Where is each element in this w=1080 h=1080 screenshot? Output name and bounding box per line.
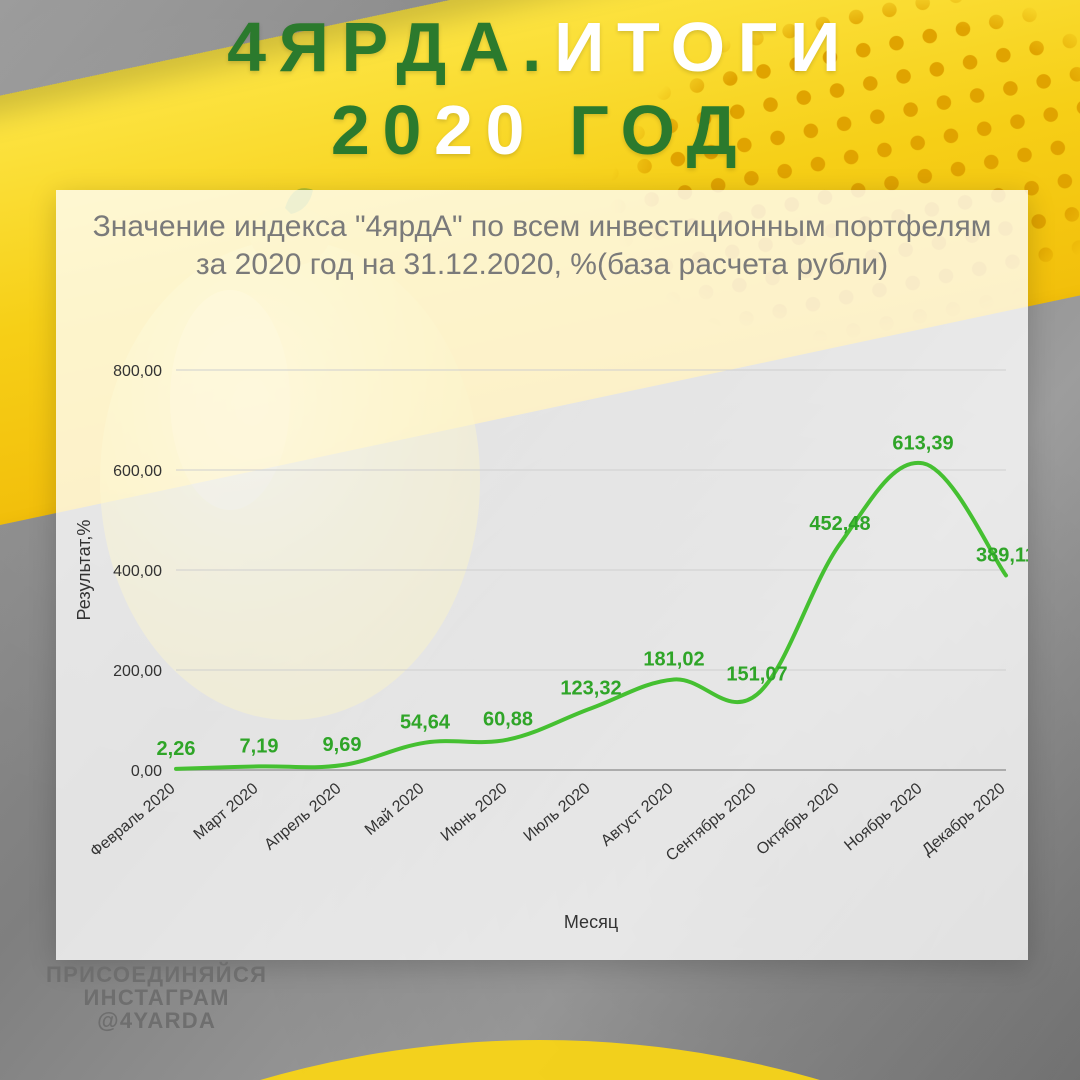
- svg-text:Май 2020: Май 2020: [362, 780, 428, 839]
- svg-text:Декабрь 2020: Декабрь 2020: [919, 780, 1008, 859]
- page-title: 4ЯРДА.ИТОГИ2020 ГОД: [0, 6, 1080, 171]
- svg-text:7,19: 7,19: [240, 735, 279, 757]
- infographic-stage: 4ЯРДА.ИТОГИ2020 ГОД Значение индекса "4я…: [0, 0, 1080, 1080]
- svg-text:Апрель 2020: Апрель 2020: [261, 780, 344, 854]
- svg-text:200,00: 200,00: [113, 663, 162, 680]
- chart-title: Значение индекса "4ярдА" по всем инвести…: [86, 208, 998, 285]
- svg-text:151,07: 151,07: [726, 663, 787, 685]
- svg-text:60,88: 60,88: [483, 709, 533, 731]
- svg-text:Март 2020: Март 2020: [191, 780, 262, 843]
- svg-text:Июль 2020: Июль 2020: [521, 780, 594, 845]
- svg-text:452,48: 452,48: [809, 513, 870, 535]
- footer-line-2: ИНСТАГРАМ: [46, 986, 267, 1009]
- svg-text:Август 2020: Август 2020: [598, 780, 677, 850]
- footer-tag: ПРИСОЕДИНЯЙСЯ ИНСТАГРАМ @4YARDA: [46, 963, 267, 1032]
- svg-text:800,00: 800,00: [113, 363, 162, 380]
- svg-text:0,00: 0,00: [131, 763, 162, 780]
- svg-text:613,39: 613,39: [892, 432, 953, 454]
- svg-text:600,00: 600,00: [113, 463, 162, 480]
- svg-text:9,69: 9,69: [323, 734, 362, 756]
- svg-text:389,11: 389,11: [976, 544, 1028, 566]
- svg-text:Сентябрь 2020: Сентябрь 2020: [663, 780, 760, 865]
- svg-text:Результат,%: Результат,%: [74, 520, 94, 621]
- svg-text:Февраль 2020: Февраль 2020: [87, 780, 178, 861]
- svg-text:181,02: 181,02: [643, 648, 704, 670]
- chart-panel: Значение индекса "4ярдА" по всем инвести…: [56, 190, 1028, 960]
- svg-text:54,64: 54,64: [400, 712, 451, 734]
- svg-text:400,00: 400,00: [113, 563, 162, 580]
- svg-text:Октябрь 2020: Октябрь 2020: [753, 780, 842, 859]
- svg-text:Июнь 2020: Июнь 2020: [438, 780, 511, 845]
- footer-line-3: @4YARDA: [46, 1009, 267, 1032]
- svg-text:Месяц: Месяц: [564, 912, 618, 932]
- svg-text:2,26: 2,26: [157, 738, 196, 760]
- footer-line-1: ПРИСОЕДИНЯЙСЯ: [46, 963, 267, 986]
- svg-text:Ноябрь 2020: Ноябрь 2020: [841, 780, 925, 855]
- line-chart: 0,00 200,00 400,00 600,00 800,00 2,26 7,19 9,69…: [56, 340, 1028, 940]
- svg-text:123,32: 123,32: [560, 677, 621, 699]
